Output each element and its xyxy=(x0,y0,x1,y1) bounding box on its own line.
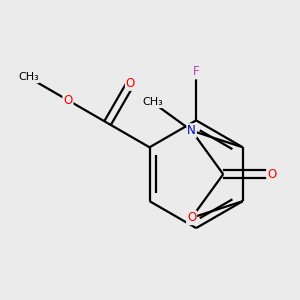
Text: O: O xyxy=(63,94,73,107)
Text: CH₃: CH₃ xyxy=(142,97,163,107)
Text: N: N xyxy=(187,124,196,137)
Text: O: O xyxy=(187,211,196,224)
Text: CH₃: CH₃ xyxy=(18,72,39,82)
Text: F: F xyxy=(193,65,200,78)
Text: O: O xyxy=(126,77,135,90)
Text: O: O xyxy=(267,168,276,181)
